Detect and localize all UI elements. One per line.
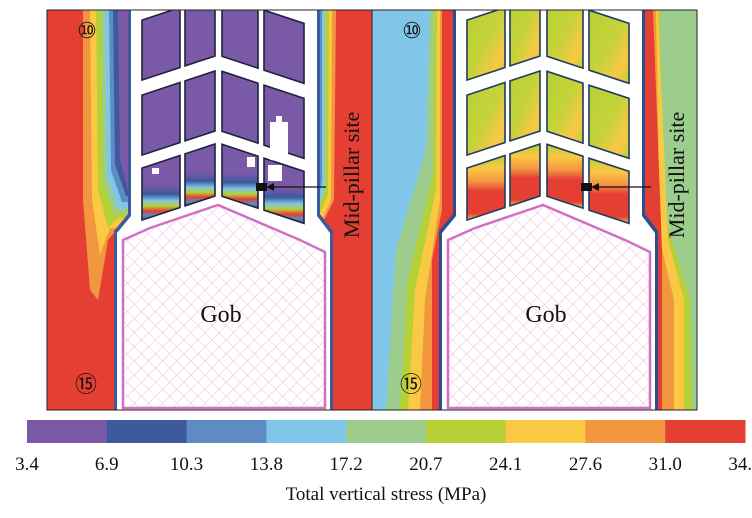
colorbar-tick-label: 34.5 [728,454,752,475]
coal-pillar [546,70,584,145]
coal-pillar [263,10,305,85]
colorbar-swatch [665,420,746,443]
mid-pillar-arrow-left [256,183,326,191]
coal-pillar [221,10,259,70]
coal-pillar [588,84,630,160]
colorbar-swatch [425,420,507,443]
coal-pillar [588,10,630,85]
colorbar-swatch [106,420,188,443]
colorbar-tick-label: 24.1 [489,454,522,475]
gob-area [121,203,327,410]
marker-15-right: ⑮ [400,372,422,397]
marker-10-left: ⑩ [77,18,97,43]
coal-pillar [546,143,584,210]
colorbar-tick-label: 27.6 [569,454,602,475]
coal-pillar [466,81,506,157]
coal-pillar [509,10,541,67]
marker-15-left: ⑮ [75,372,97,397]
colorbar-tick-label: 31.0 [649,454,682,475]
colorbar-tick-label: 13.8 [250,454,283,475]
coal-pillar [466,154,506,222]
colorbar-swatch [27,420,108,443]
contour-panel-right [372,10,697,410]
gob-label-right: Gob [525,302,566,328]
coal-pillar [184,10,216,67]
coal-pillar [141,154,181,222]
coal-pillar [184,69,216,142]
coal-pillar [509,69,541,142]
colorbar-swatch [585,420,666,443]
colorbar-title: Total vertical stress (MPa) [286,484,487,505]
stress-void [247,157,255,167]
mid-pillar-arrow-right [581,183,651,191]
coal-pillar [141,81,181,157]
colorbar: 3.4 6.9 10.3 13.8 17.2 20.7 24.1 27.6 31.0 34.5 [15,420,752,475]
gob-area [446,203,652,410]
colorbar-tick-label: 17.2 [329,454,362,475]
colorbar-tick-label: 10.3 [170,454,203,475]
marker-10-right: ⑩ [402,18,422,43]
mid-pillar-site-label-right: Mid-pillar site [664,112,689,238]
mid-pillar-site-marker [256,183,267,191]
mid-pillar-site-marker [581,183,592,191]
stress-void [268,165,282,181]
stress-void [152,168,159,174]
gob-label-left: Gob [200,302,241,328]
coal-pillar [221,70,259,145]
contour-panel-left [47,10,372,410]
colorbar-tick-label: 3.4 [15,454,39,475]
coal-pillar [466,10,506,82]
colorbar-tick-label: 6.9 [95,454,119,475]
colorbar-swatch [266,420,347,443]
colorbar-tick-label: 20.7 [409,454,442,475]
coal-pillar [588,157,630,225]
colorbar-swatch [505,420,586,443]
colorbar-swatch [186,420,267,443]
mid-pillar-site-label-left: Mid-pillar site [339,112,364,238]
colorbar-swatch [346,420,427,443]
stress-void [270,116,288,162]
coal-pillar [184,142,216,207]
coal-pillar [221,143,259,210]
coal-pillar [509,142,541,207]
coal-pillar [141,10,181,82]
coal-pillar [546,10,584,70]
